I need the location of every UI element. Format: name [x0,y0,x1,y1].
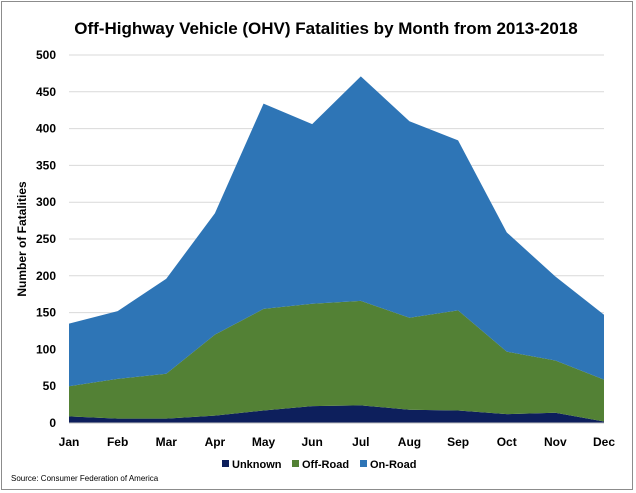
area-series [69,76,604,423]
source-note: Source: Consumer Federation of America [11,474,159,483]
x-tick-label: Nov [544,435,567,449]
legend: Unknown Off-Road On-Road [222,459,416,471]
y-tick-label: 200 [36,269,56,283]
y-tick-label: 350 [36,158,56,172]
x-tick-label: Mar [156,435,178,449]
x-tick-label: Jun [302,435,323,449]
y-tick-label: 450 [36,85,56,99]
legend-swatch-on-road [360,460,367,467]
y-tick-label: 100 [36,342,56,356]
x-tick-label: Jan [59,435,80,449]
y-axis-label: Number of Fatalities [15,181,29,297]
x-tick-label: Feb [107,435,128,449]
legend-swatch-unknown [222,460,229,467]
area-off-road [69,300,604,422]
legend-label-on-road: On-Road [370,459,416,471]
x-tick-label: Aug [398,435,421,449]
area-on-road [69,76,604,387]
y-tick-label: 500 [36,48,56,62]
legend-label-off-road: Off-Road [302,459,349,471]
legend-label-unknown: Unknown [232,459,282,471]
x-tick-label: Dec [593,435,615,449]
y-tick-label: 250 [36,232,56,246]
x-tick-label: Sep [447,435,469,449]
chart-title: Off-Highway Vehicle (OHV) Fatalities by … [74,19,578,38]
x-tick-label: Oct [497,435,517,449]
y-tick-label: 300 [36,195,56,209]
x-tick-label: May [252,435,276,449]
y-tick-label: 400 [36,122,56,136]
y-tick-label: 150 [36,306,56,320]
y-tick-label: 0 [49,416,56,430]
y-tick-labels: 0 50 100 150 200 250 300 350 400 450 500 [36,48,56,430]
y-tick-label: 50 [43,379,57,393]
area-unknown [69,405,604,423]
x-tick-labels: Jan Feb Mar Apr May Jun Jul Aug Sep Oct Nov Dec [59,435,616,449]
legend-swatch-off-road [292,460,299,467]
x-tick-label: Jul [352,435,369,449]
x-tick-label: Apr [205,435,226,449]
